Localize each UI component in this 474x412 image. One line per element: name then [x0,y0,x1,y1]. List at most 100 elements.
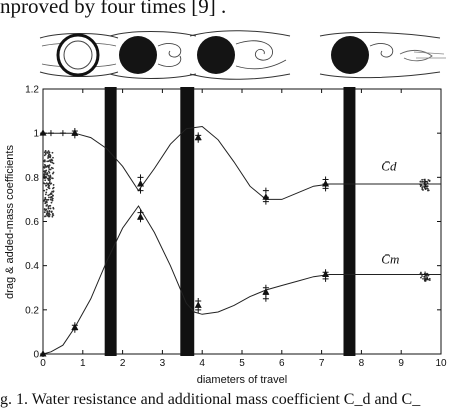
triangle-marker [322,270,330,277]
y-tick-label: 1 [33,129,39,140]
cluster-dot [422,189,424,191]
cluster-dot [44,179,47,182]
triangle-marker [71,129,79,136]
plus-marker [422,275,429,282]
cluster-dot [47,160,50,163]
flow-state-hollow-cylinder [39,33,119,77]
y-tick-label: 0.2 [25,305,39,316]
cluster-dot [48,151,51,154]
occlusion-band-1 [180,87,195,356]
cluster-dot [50,158,53,161]
cluster-dot [45,184,48,187]
cluster-dot [43,163,46,166]
cluster-dot [43,159,46,162]
cluster-dot [46,198,49,201]
cluster-dot [51,151,54,154]
cluster-dot [51,214,54,216]
plus-marker [59,130,66,137]
cluster-dot [51,199,54,202]
cluster-dot [45,166,48,168]
cluster-dot [419,180,422,183]
cluster-dot [50,166,53,169]
cluster-dot [47,150,50,152]
cluster-dot [45,191,48,194]
cluster-dot [49,168,52,171]
cluster-dot [43,166,46,169]
cluster-dot [43,173,46,176]
cluster-dot [43,211,46,214]
scatter-clusters [43,149,431,282]
cluster-dot [51,194,54,197]
cluster-dot [47,194,50,197]
cluster-dot [49,204,52,207]
data-markers [39,127,429,357]
cluster-dot [50,211,53,213]
plus-marker [422,183,429,190]
y-tick-label: 1.2 [25,85,39,96]
cluster-dot [420,271,422,274]
cluster-dot [49,198,52,201]
y-tick-label: 0 [33,350,39,361]
axis-ticks: 0 1 2 3 4 5 6 7 8 9 10 0 0.2 0.4 0.6 0.8 1 1.2 [25,85,447,370]
series-line-1 [42,205,441,355]
cluster-dot [428,279,431,282]
cluster-dot [427,179,430,181]
cluster-dot [46,212,48,215]
x-tick-label: 10 [435,358,447,369]
cluster-dot [51,161,54,164]
cluster-dot [48,212,51,215]
cluster-dot [49,154,52,156]
cluster-dot [46,172,49,174]
cluster-dot [47,164,50,167]
cluster-dot [52,207,55,210]
plus-marker [262,187,269,194]
cluster-dot [48,164,51,167]
triangle-marker [262,288,270,295]
series-labels: C̄d C̄m [381,159,399,267]
cluster-dot [45,200,48,203]
flow-state-shed-vortex [319,31,446,79]
x-tick-label: 1 [80,358,86,369]
plot-frame [42,88,442,355]
cluster-dot [419,185,422,188]
triangle-marker [71,323,79,330]
cluster-dot [48,187,51,190]
cluster-dot [45,188,48,191]
y-tick-label: 0.6 [25,217,39,228]
cluster-dot [48,210,51,213]
occlusion-bands [104,87,356,356]
cluster-dot [421,178,424,181]
series-lines [42,125,441,355]
cluster-dot [421,186,424,189]
triangle-marker [194,133,202,141]
cluster-dot [47,170,50,173]
flow-state-symmetric-wake [109,31,197,79]
cluster-dot [47,166,50,169]
x-tick-label: 5 [239,358,245,369]
cluster-dot [46,214,49,217]
x-tick-label: 7 [319,358,325,369]
cluster-dot [51,177,53,180]
triangle-marker [262,193,270,200]
plus-marker [47,130,54,137]
series-line-0 [43,125,441,200]
cluster-dot [48,193,51,196]
cluster-dot [423,275,426,278]
cluster-dot [43,215,46,218]
cluster-dot [420,276,422,279]
cluster-dot [49,178,52,181]
scatter-cluster-0 [43,149,55,218]
cluster-dot [49,156,52,159]
preceding-paragraph-text: nproved by four times [9] . [0,0,227,18]
cluster-dot [49,207,52,210]
cluster-dot [44,150,47,152]
flow-state-developing-vortex [189,30,291,80]
x-tick-label: 2 [120,358,126,369]
occlusion-band-2 [343,87,356,356]
cluster-dot [425,274,428,277]
series-label-0: C̄d [381,159,397,174]
series-label-1: C̄m [381,251,399,266]
cluster-dot [50,182,53,185]
cluster-dot [44,209,47,212]
triangle-marker [137,179,145,187]
